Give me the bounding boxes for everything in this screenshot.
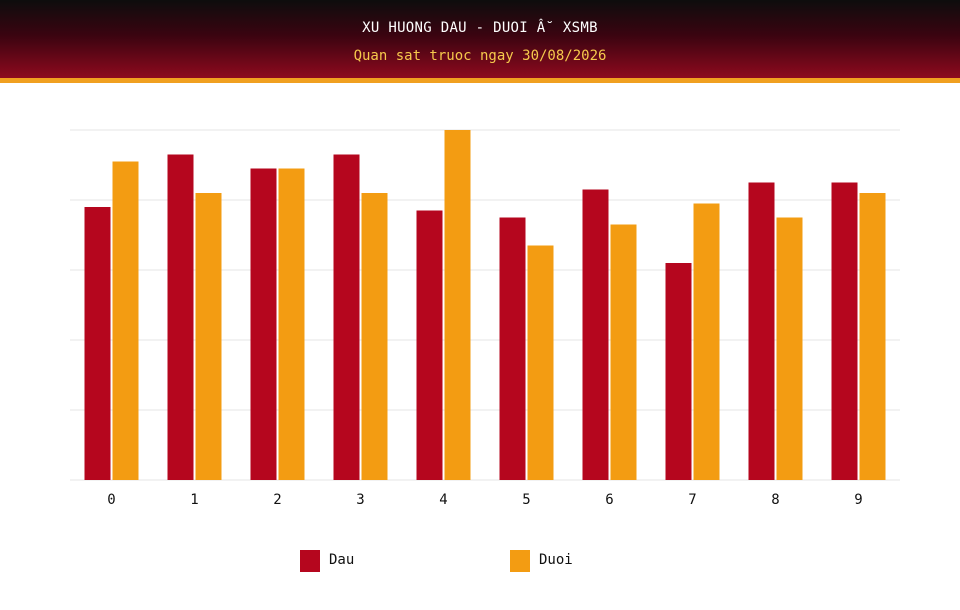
bar-dau-0[interactable] — [84, 207, 111, 480]
bar-dau-8[interactable] — [748, 182, 775, 481]
bar-dau-5[interactable] — [499, 217, 526, 481]
bar-dau-3[interactable] — [333, 154, 360, 481]
x-tick-label: 9 — [854, 492, 862, 508]
x-tick-label: 2 — [273, 492, 281, 508]
bar-duoi-9[interactable] — [859, 193, 886, 480]
legend-swatch-duoi — [510, 550, 530, 572]
x-tick-label: 4 — [439, 492, 447, 508]
bar-duoi-0[interactable] — [112, 161, 139, 481]
x-tick-label: 5 — [522, 492, 530, 508]
grid-lines — [70, 129, 900, 481]
x-tick-label: 8 — [771, 492, 779, 508]
bar-dau-2[interactable] — [250, 168, 277, 481]
bar-dau-6[interactable] — [582, 189, 609, 481]
bar-duoi-5[interactable] — [527, 245, 554, 481]
bar-duoi-4[interactable] — [444, 130, 471, 480]
x-tick-label: 3 — [356, 492, 364, 508]
legend-label-dau: Dau — [329, 552, 355, 568]
bar-duoi-6[interactable] — [610, 224, 637, 481]
bar-duoi-2[interactable] — [278, 168, 305, 481]
chart-title: XU HUONG DAU - DUOI Â˘ XSMB — [362, 20, 598, 36]
bar-duoi-7[interactable] — [693, 203, 720, 481]
bar-dau-4[interactable] — [416, 210, 443, 481]
x-tick-label: 1 — [190, 492, 198, 508]
bar-dau-7[interactable] — [665, 263, 692, 480]
chart-header: XU HUONG DAU - DUOI Â˘ XSMB Quan sat tru… — [0, 0, 960, 78]
bars — [84, 130, 886, 481]
bar-duoi-8[interactable] — [776, 217, 803, 481]
x-tick-label: 0 — [107, 492, 115, 508]
bar-duoi-1[interactable] — [195, 193, 222, 480]
chart-subtitle: Quan sat truoc ngay 30/08/2026 — [353, 48, 607, 64]
legend-label-duoi: Duoi — [539, 552, 573, 568]
legend-swatch-dau — [300, 550, 320, 572]
x-tick-labels: 0 1 2 3 4 5 6 7 8 9 — [107, 492, 862, 508]
bar-duoi-3[interactable] — [361, 193, 388, 480]
bar-dau-9[interactable] — [831, 182, 858, 481]
header-accent-bar — [0, 78, 960, 83]
x-tick-label: 6 — [605, 492, 613, 508]
x-tick-label: 7 — [688, 492, 696, 508]
bar-dau-1[interactable] — [167, 154, 194, 481]
